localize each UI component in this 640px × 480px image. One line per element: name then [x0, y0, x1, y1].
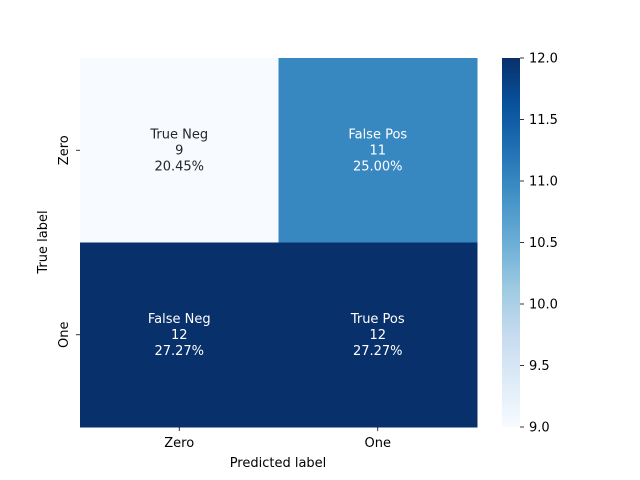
cell-label-false-pos: False Pos	[348, 127, 407, 142]
cell-false-neg	[80, 242, 279, 428]
y-tick-label: One	[57, 322, 72, 348]
colorbar-tick-label: 9.5	[529, 359, 550, 374]
cell-count-true-pos: 12	[369, 328, 386, 343]
colorbar-tick-label: 11.5	[529, 113, 558, 128]
cell-true-neg	[80, 58, 279, 243]
colorbar-tick-label: 10.5	[529, 236, 558, 251]
y-tick-label: Zero	[57, 135, 72, 165]
colorbar-tick-label: 9.0	[529, 421, 550, 436]
cell-true-pos	[278, 242, 478, 428]
colorbar-tick-label: 11.0	[529, 175, 558, 190]
x-tick-label: Zero	[164, 436, 194, 451]
colorbar-tick-label: 10.0	[529, 298, 558, 313]
colorbar	[502, 58, 520, 427]
cell-label-true-neg: True Neg	[149, 127, 208, 142]
cell-label-false-neg: False Neg	[148, 312, 211, 327]
y-axis-label: True label	[36, 210, 51, 274]
cell-false-pos	[278, 58, 478, 243]
cell-percent-false-pos: 25.00%	[353, 159, 403, 174]
cell-count-true-neg: 9	[175, 143, 183, 158]
cell-percent-true-neg: 20.45%	[154, 159, 204, 174]
colorbar-tick-label: 12.0	[529, 52, 558, 67]
x-tick-label: One	[365, 436, 391, 451]
cell-count-false-pos: 11	[369, 143, 386, 158]
cell-label-true-pos: True Pos	[350, 312, 405, 327]
x-axis-label: Predicted label	[230, 456, 327, 471]
cell-percent-true-pos: 27.27%	[353, 344, 403, 359]
cell-count-false-neg: 12	[171, 328, 188, 343]
cell-percent-false-neg: 27.27%	[154, 344, 204, 359]
